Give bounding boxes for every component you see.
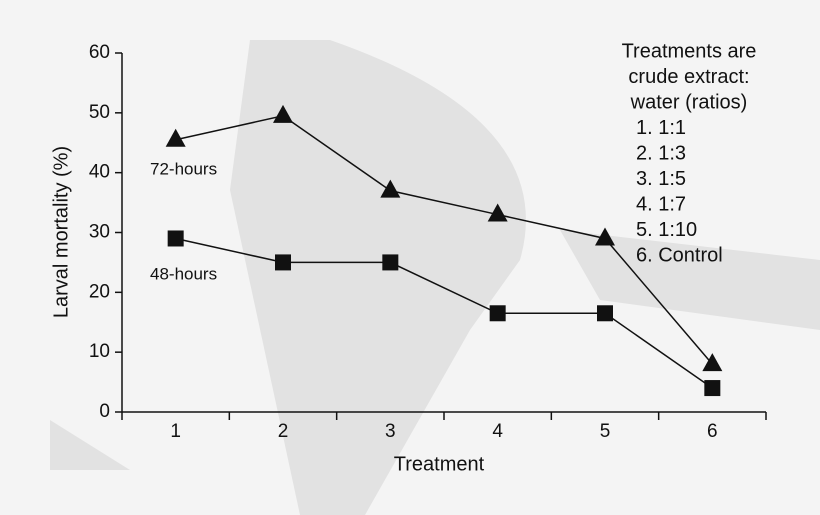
note-line: 2. 1:3 — [636, 142, 686, 164]
x-tick-label: 4 — [492, 421, 503, 442]
triangle-marker — [165, 128, 186, 147]
note-line: water (ratios) — [630, 91, 748, 113]
note-line: 1. 1:1 — [636, 117, 686, 139]
watermark — [50, 420, 130, 470]
x-tick-label: 5 — [600, 421, 611, 442]
series-line — [175, 115, 713, 365]
watermark — [230, 40, 526, 515]
y-tick-label: 40 — [89, 162, 110, 183]
triangle-marker — [487, 203, 508, 222]
watermark — [560, 230, 820, 330]
x-tick-label: 6 — [707, 421, 718, 442]
note-line: 3. 1:5 — [636, 168, 686, 190]
square-marker — [704, 380, 721, 397]
square-marker — [382, 254, 399, 271]
triangle-marker — [380, 179, 401, 198]
x-tick-label: 1 — [170, 421, 181, 442]
series-line — [175, 237, 713, 389]
y-tick-label: 50 — [89, 102, 110, 123]
note-line: crude extract: — [628, 66, 749, 88]
y-axis-title: Larval mortality (%) — [50, 146, 72, 318]
x-tick-label: 3 — [385, 421, 396, 442]
y-tick-label: 10 — [89, 341, 110, 362]
square-marker — [167, 230, 184, 247]
y-tick-label: 20 — [89, 281, 110, 302]
square-marker — [597, 305, 613, 322]
triangle-marker — [273, 104, 293, 123]
triangle-marker — [702, 353, 723, 372]
y-tick-label: 0 — [99, 401, 110, 422]
x-tick-label: 2 — [278, 421, 289, 442]
x-axis-title: Treatment — [394, 453, 485, 475]
square-marker — [275, 254, 291, 271]
note-line: 4. 1:7 — [636, 193, 686, 215]
triangle-marker — [595, 227, 615, 246]
y-tick-label: 30 — [89, 222, 110, 243]
note-line: 5. 1:10 — [636, 219, 697, 241]
note-line: Treatments are — [622, 40, 757, 62]
series-label: 48-hours — [150, 264, 217, 283]
note-line: 6. Control — [636, 244, 723, 266]
y-tick-label: 60 — [89, 42, 110, 63]
series-label: 72-hours — [150, 159, 217, 178]
square-marker — [489, 305, 506, 322]
